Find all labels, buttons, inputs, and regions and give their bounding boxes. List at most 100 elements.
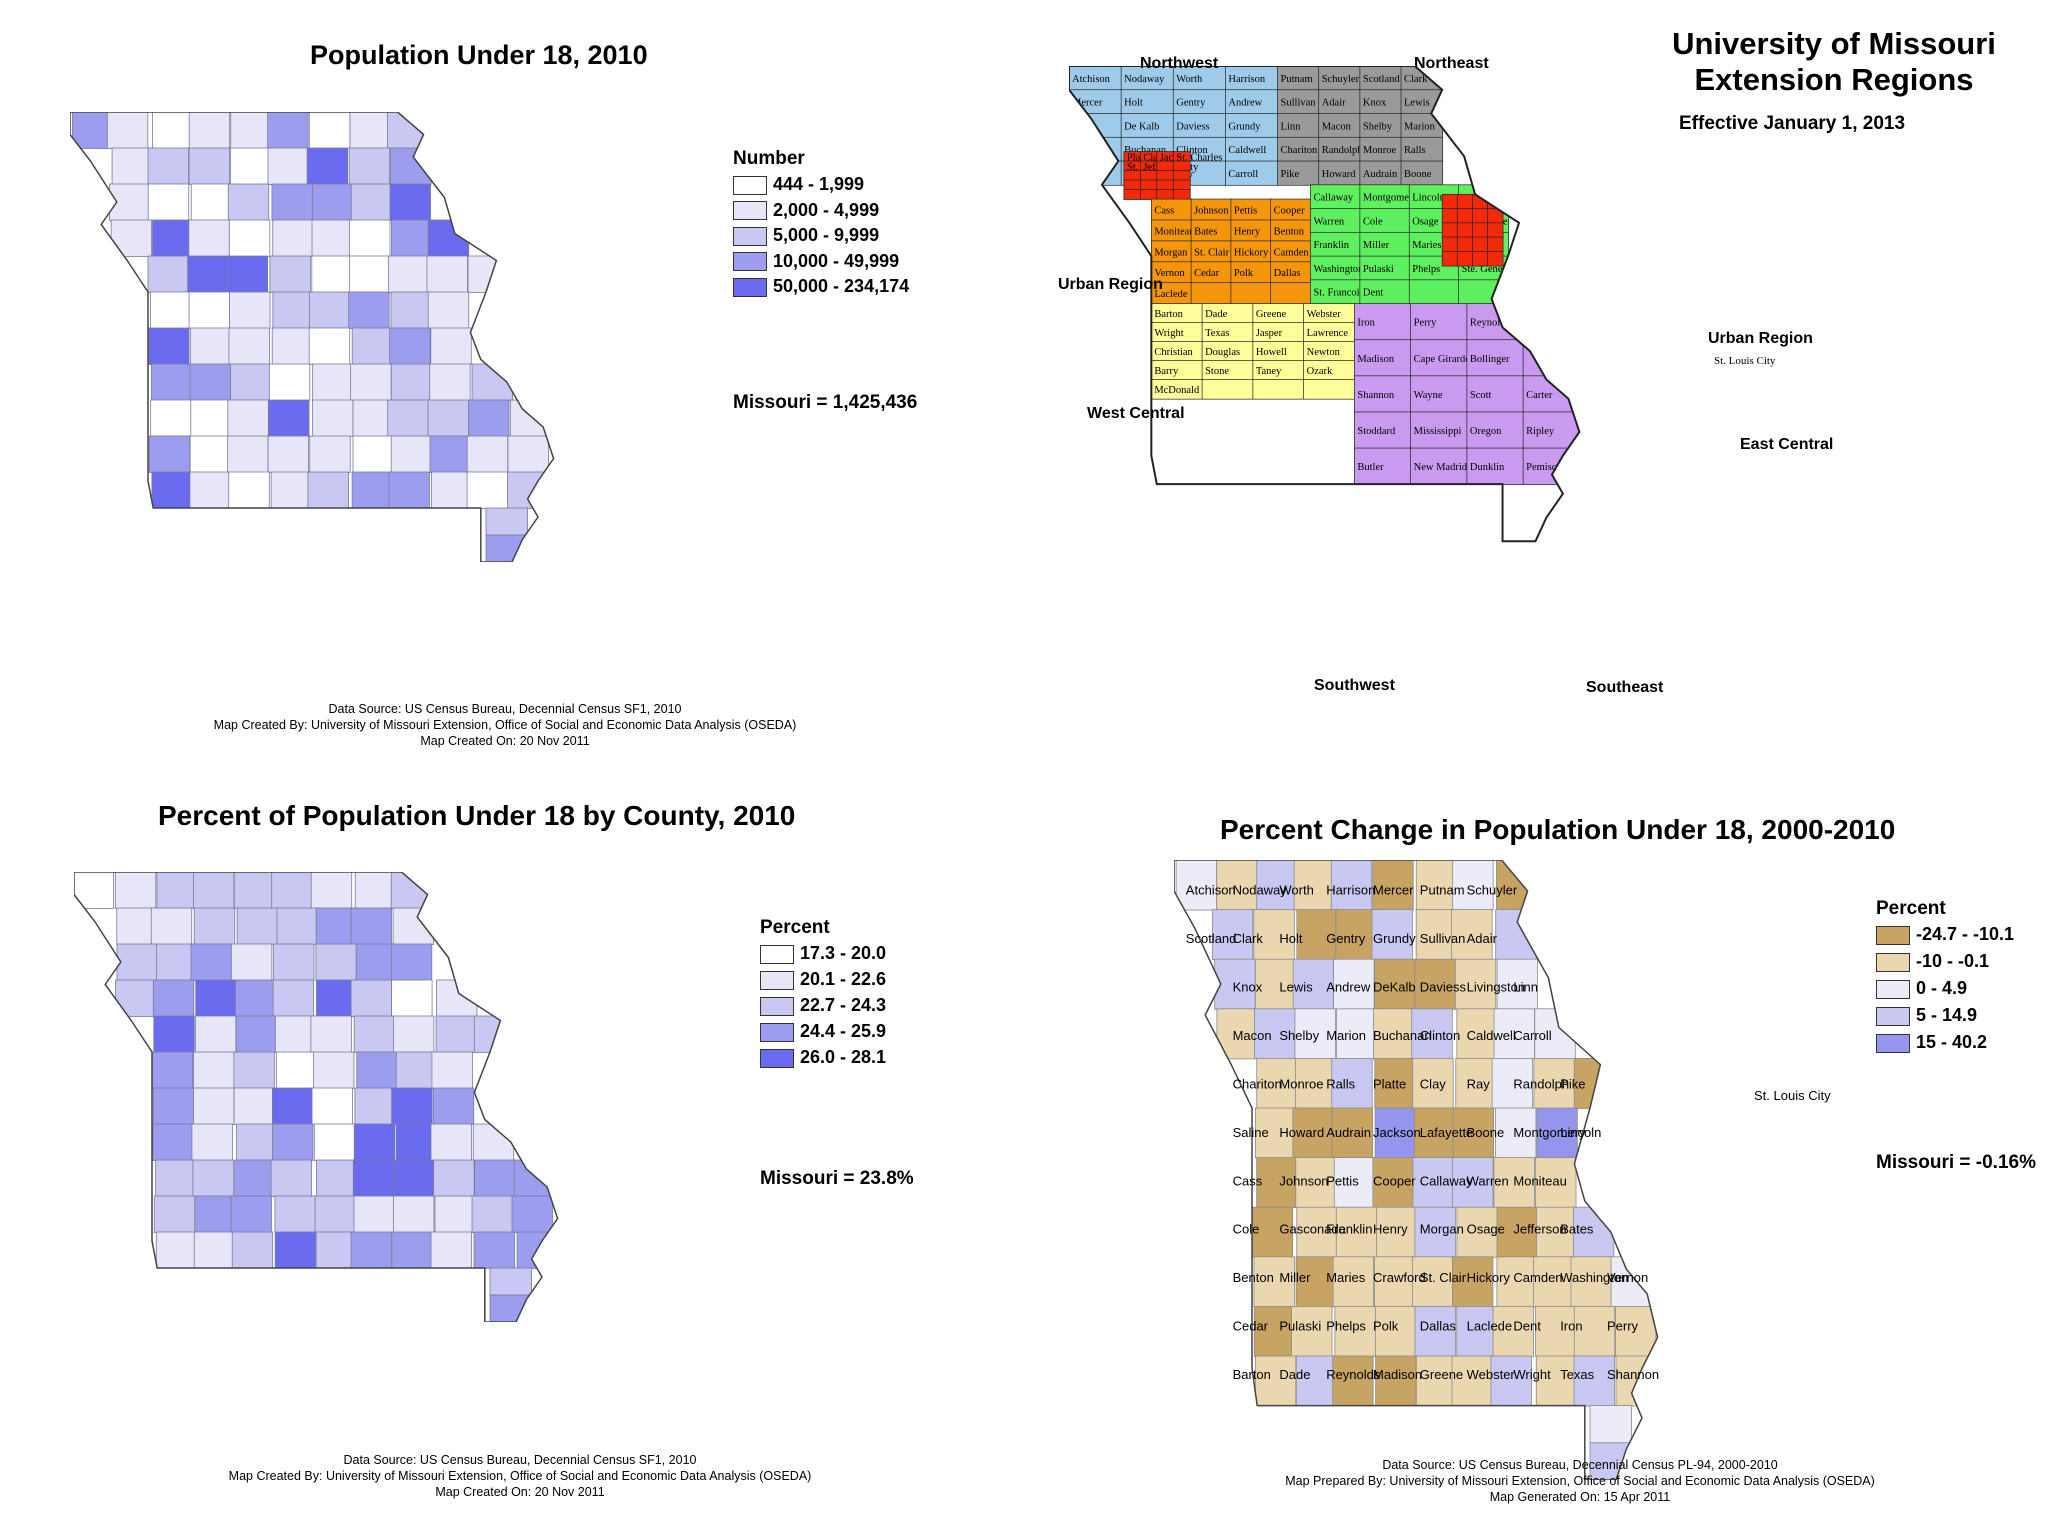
- county: [1492, 1305, 1534, 1357]
- county: [189, 435, 232, 473]
- county: [427, 399, 469, 437]
- county-southeast: [1410, 339, 1468, 377]
- county-northeast: [1359, 136, 1402, 162]
- county: [193, 872, 235, 909]
- legend-label: 444 - 1,999: [773, 174, 865, 194]
- county-urban: [1156, 189, 1175, 200]
- county: [193, 1051, 235, 1089]
- legend-item: 26.0 - 28.1: [760, 1046, 886, 1068]
- county: [1254, 958, 1297, 1010]
- legend-swatch: [733, 175, 767, 195]
- county-label: Platte: [1127, 152, 1151, 163]
- county: [393, 1159, 435, 1197]
- county-label: Mercer: [1373, 882, 1414, 897]
- county: [430, 1231, 472, 1269]
- county-central: [1310, 184, 1361, 210]
- county: [147, 255, 189, 293]
- county-central: [1408, 279, 1460, 305]
- county-urban: [1456, 250, 1474, 267]
- county-label: Daviess: [1176, 121, 1209, 132]
- county-label: Jasper: [1256, 328, 1283, 339]
- county: [392, 907, 435, 945]
- county: [429, 435, 471, 473]
- county: [1254, 1107, 1297, 1159]
- county-label: Holt: [1124, 98, 1143, 109]
- county-label: Dent: [1363, 288, 1383, 299]
- county-label: Caldwell: [1467, 1028, 1516, 1043]
- county: [192, 1159, 234, 1197]
- county-label: Barry: [1154, 366, 1179, 377]
- county-label: Grundy: [1373, 931, 1416, 946]
- county-label: Reynolds: [1326, 1367, 1381, 1382]
- county: [1495, 909, 1537, 961]
- county: [507, 435, 549, 473]
- county-label: Stone: [1205, 366, 1229, 377]
- county: [314, 1195, 356, 1233]
- county: [348, 147, 391, 185]
- county-southeast: [1522, 339, 1580, 377]
- county-label: Phelps: [1326, 1319, 1366, 1334]
- county: [390, 943, 433, 981]
- county-label: Mississippi: [1414, 426, 1462, 437]
- county: [110, 219, 153, 257]
- county-label: Clark: [1233, 931, 1264, 946]
- county: [308, 327, 351, 365]
- county: [1414, 1305, 1456, 1357]
- county: [189, 363, 231, 401]
- county-label: Mercer: [1072, 98, 1103, 109]
- county-southwest: [1201, 379, 1254, 400]
- county: [1533, 1256, 1575, 1308]
- county: [1295, 1157, 1337, 1209]
- county-southeast: [1410, 411, 1468, 449]
- county: [236, 1123, 278, 1161]
- county-label: Scotland: [1363, 74, 1400, 85]
- panel-population-under-18: Population Under 18, 2010 Number Missour…: [0, 0, 1024, 768]
- county-label: Cass: [1233, 1173, 1263, 1188]
- county: [387, 112, 429, 149]
- county: [1251, 1206, 1294, 1258]
- legend-label: 20.1 - 22.6: [800, 969, 887, 989]
- county: [1375, 1355, 1417, 1407]
- county: [1452, 860, 1494, 911]
- county: [1295, 1256, 1337, 1308]
- county-label: St. Clair: [1194, 247, 1230, 258]
- county-label: Texas: [1560, 1367, 1594, 1382]
- legend-label: 50,000 - 234,174: [773, 276, 910, 296]
- county: [235, 979, 277, 1017]
- county: [310, 1015, 352, 1053]
- county-northeast: [1277, 66, 1320, 91]
- legend-label: 26.0 - 28.1: [800, 1047, 887, 1067]
- county-label: Warren: [1467, 1173, 1509, 1188]
- county-label: Washington: [1560, 1270, 1628, 1285]
- county-label: Andrew: [1326, 979, 1371, 994]
- legend-swatch: [1876, 925, 1910, 945]
- county: [1256, 1157, 1298, 1209]
- county: [350, 1231, 392, 1269]
- county-label: Bollinger: [1470, 354, 1510, 365]
- county-urban: [1441, 222, 1459, 238]
- county: [489, 1267, 532, 1296]
- legend-item: 0 - 4.9: [1876, 977, 1967, 999]
- county: [1573, 1355, 1615, 1407]
- county: [313, 1123, 356, 1161]
- county-label: Douglas: [1205, 347, 1240, 358]
- map-title: Percent of Population Under 18 by County…: [158, 800, 796, 831]
- county: [313, 1051, 355, 1089]
- county-northwest: [1225, 113, 1279, 139]
- county-label: Marion: [1404, 121, 1436, 132]
- county: [1333, 958, 1375, 1010]
- county: [1253, 909, 1295, 961]
- county-urban: [1472, 250, 1489, 267]
- county: [1374, 1107, 1417, 1159]
- county: [316, 979, 358, 1017]
- county-label: Saline: [1233, 1125, 1269, 1140]
- county-label: Gasconade: [1279, 1222, 1346, 1237]
- county-layer: [72, 112, 552, 562]
- county-label: Crawford: [1373, 1270, 1426, 1285]
- county-label: Pettis: [1234, 206, 1257, 217]
- county-northeast: [1277, 89, 1320, 115]
- county-urban: [1441, 236, 1459, 253]
- county: [153, 1015, 195, 1053]
- county: [1330, 860, 1373, 911]
- county-label: Miller: [1363, 240, 1390, 251]
